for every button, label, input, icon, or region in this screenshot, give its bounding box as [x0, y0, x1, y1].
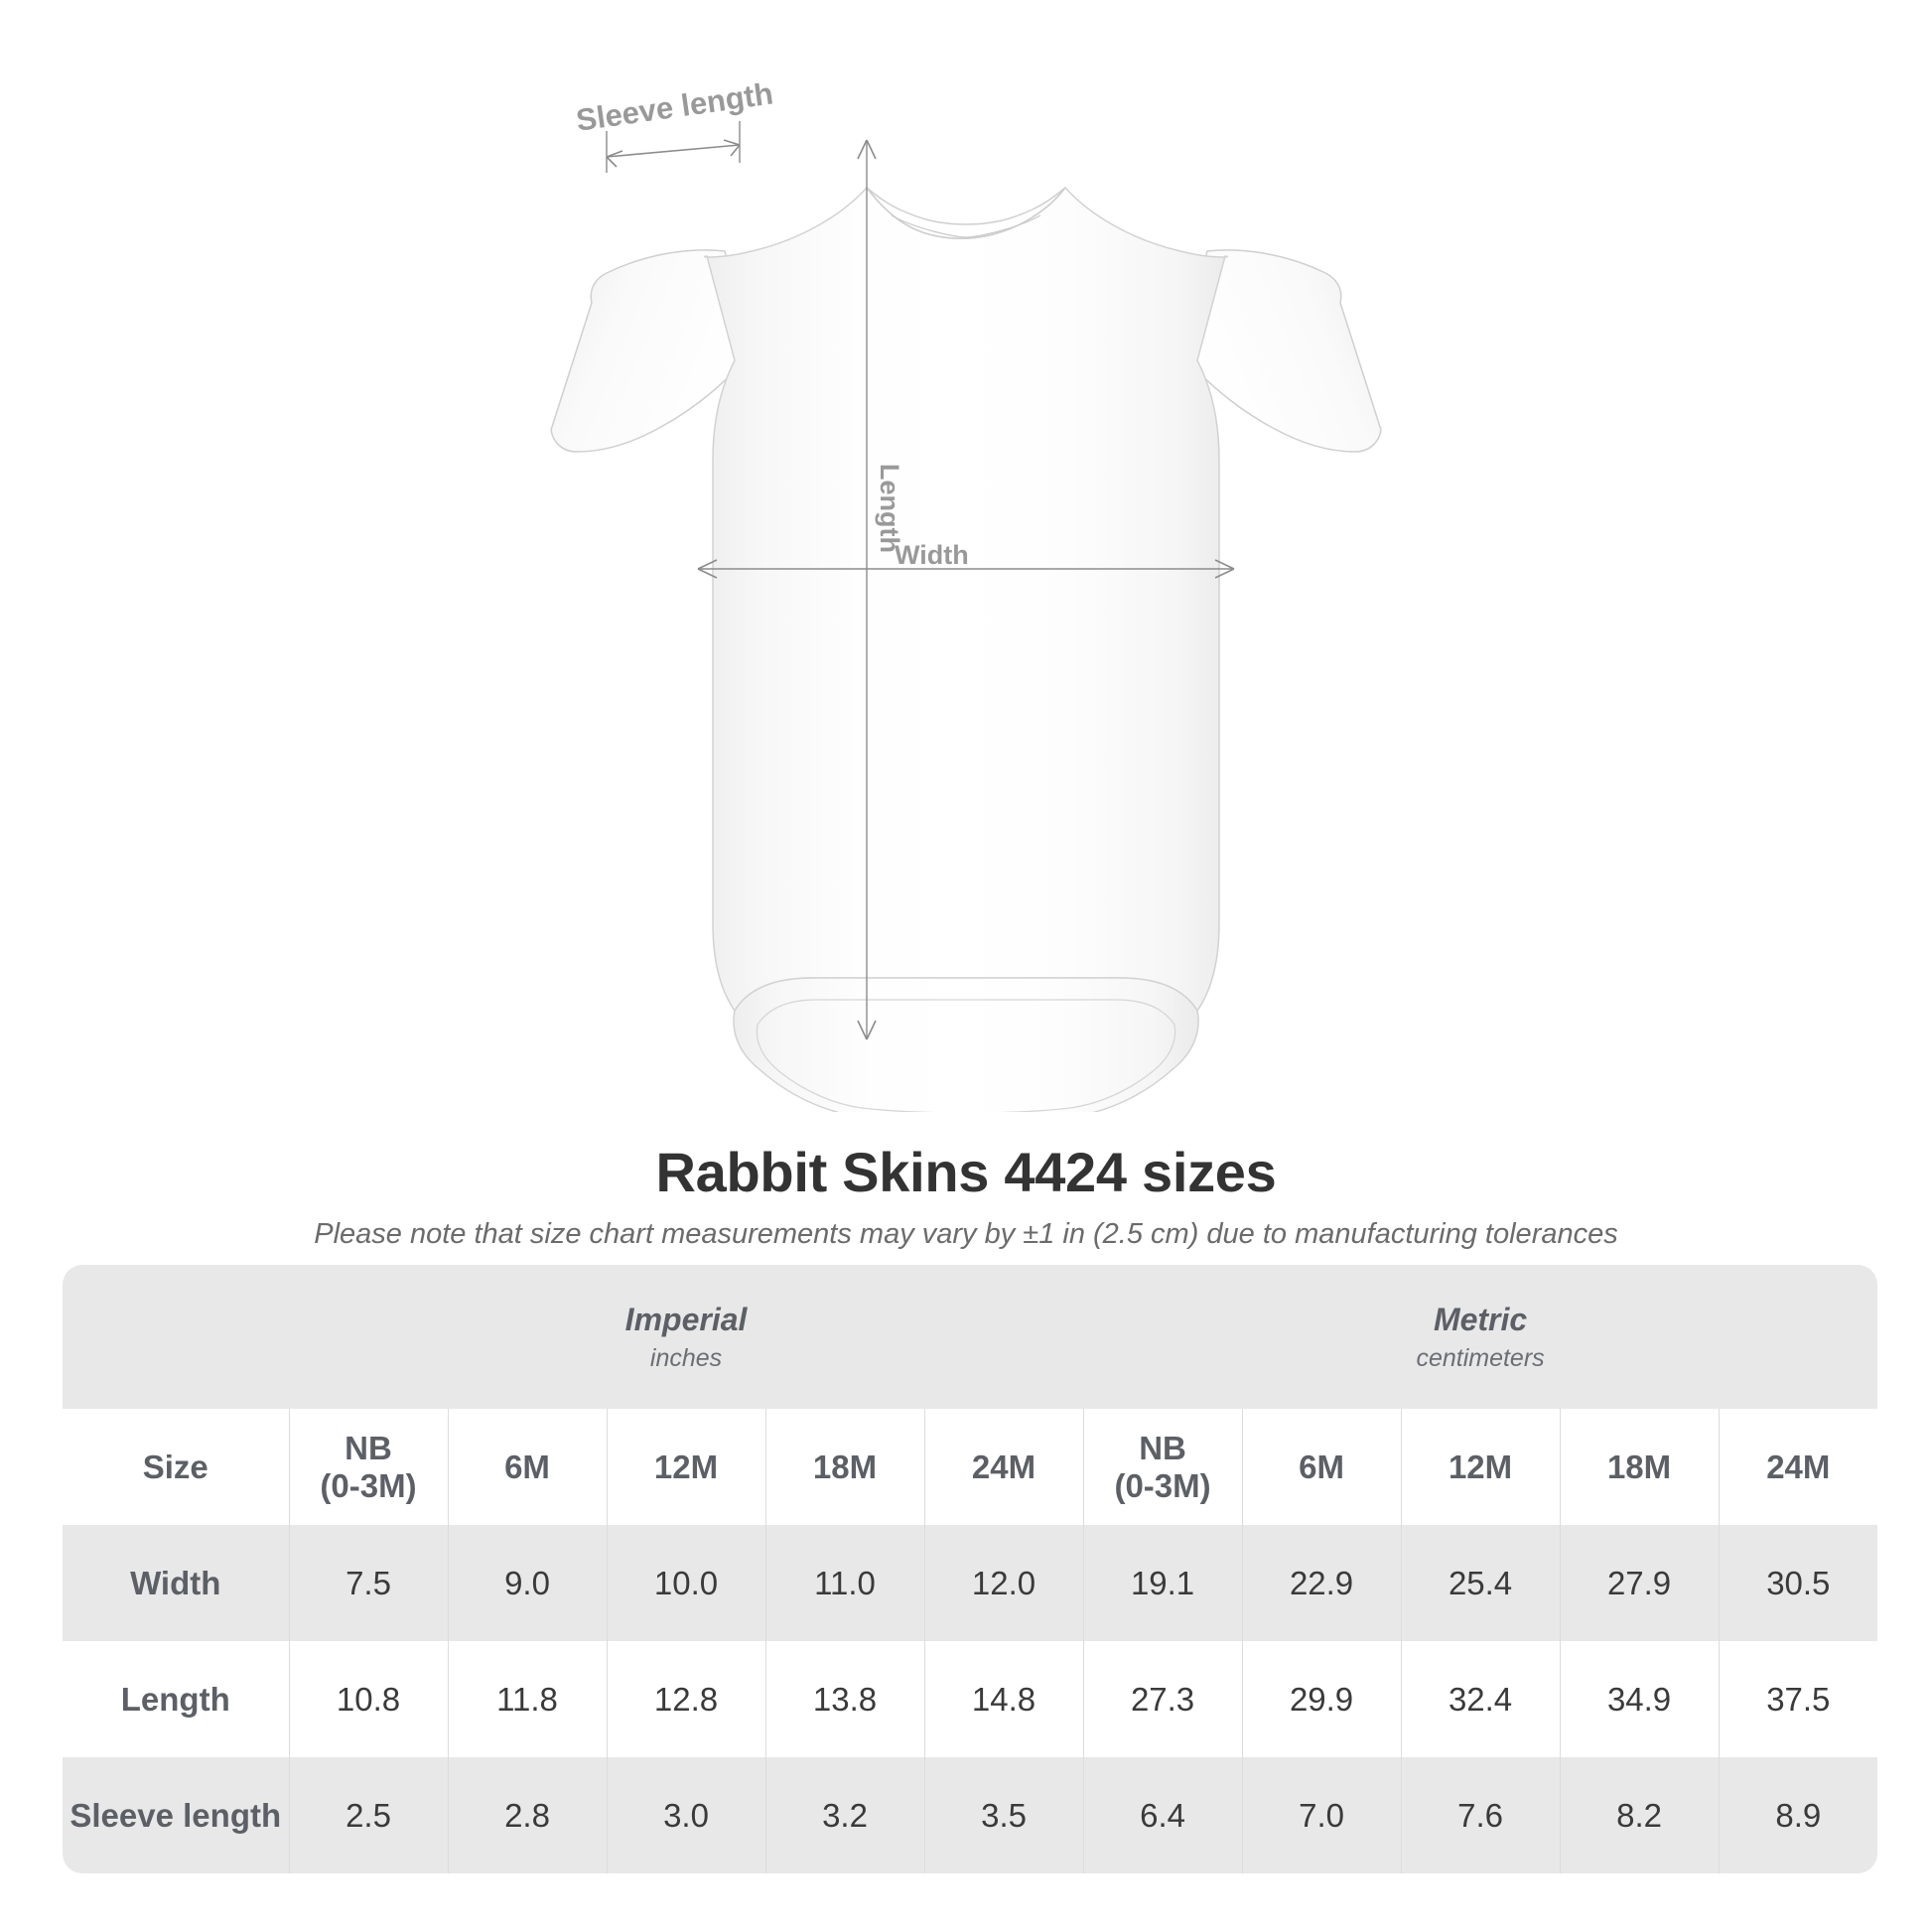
svg-text:Sleeve length: Sleeve length	[574, 75, 775, 137]
svg-text:Width: Width	[895, 540, 969, 570]
